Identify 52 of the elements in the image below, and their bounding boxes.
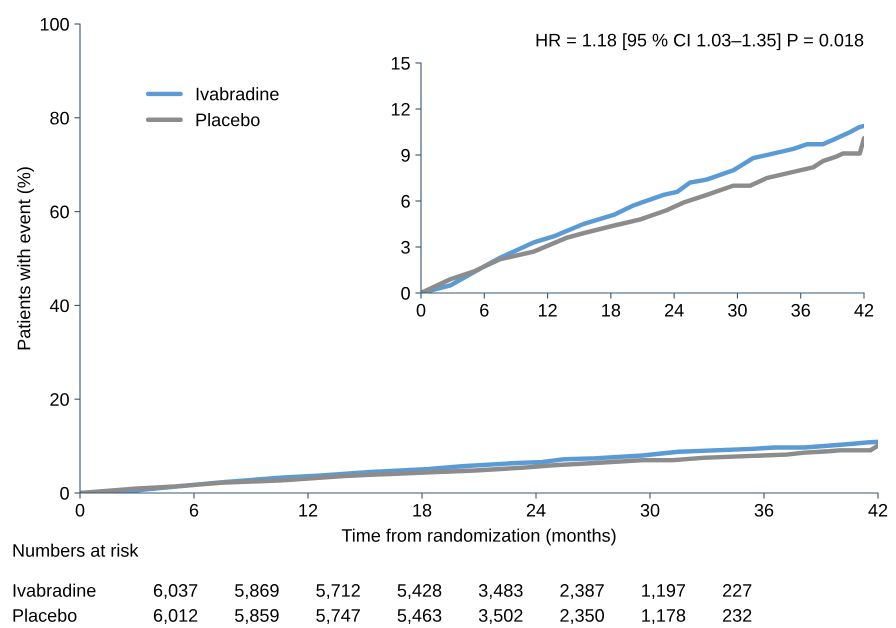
text: 5,747 (316, 609, 360, 624)
x-tick-label: 42 (868, 504, 888, 516)
text: 227 (723, 584, 752, 597)
x-tick-label: 12 (299, 504, 318, 516)
text: Placebo (13, 608, 76, 622)
y-tick-label: 20 (50, 393, 69, 406)
text: 5,712 (316, 584, 360, 599)
x-tick-label: 12 (538, 304, 557, 316)
y-tick-label: 12 (392, 102, 410, 116)
x-tick-label: 36 (754, 504, 774, 517)
x-tick-label: 6 (480, 304, 489, 317)
text: 2,350 (560, 609, 604, 624)
text: 6,012 (154, 609, 198, 624)
x-tick-label: 24 (665, 304, 684, 316)
x-tick-label: 0 (416, 304, 426, 317)
x-tick-label: 24 (526, 504, 546, 516)
legend-label: Placebo (196, 113, 260, 126)
y-tick-label: 100 (40, 18, 69, 31)
x-tick-label: 42 (854, 304, 874, 316)
text: 3,483 (478, 584, 523, 599)
y-tick-label: 15 (392, 57, 410, 70)
x-tick-label: 6 (190, 504, 198, 517)
text: 5,859 (235, 609, 279, 624)
y-tick-label: 3 (401, 240, 410, 254)
text: 5,869 (235, 584, 279, 599)
x-tick-label: 36 (791, 304, 810, 317)
y-tick-label: 0 (401, 286, 410, 300)
x-tick-label: 18 (602, 304, 620, 317)
x-tick-label: 18 (413, 504, 432, 517)
text: Numbers at risk (13, 544, 138, 557)
text: 5,463 (398, 609, 442, 624)
y-tick-label: 0 (60, 486, 69, 500)
y-tick-label: 6 (401, 194, 410, 208)
x-axis-title: Time from randomization (months) (342, 528, 616, 546)
y-axis-title: Patients with event (%) (17, 167, 34, 350)
text: 3,502 (478, 609, 522, 624)
chart-title: HR = 1.18 [95 % CI 1.03–1.35] P = 0.018 (536, 33, 864, 50)
x-tick-label: 0 (76, 504, 84, 517)
y-tick-label: 80 (50, 112, 69, 125)
text: 6,037 (154, 584, 198, 599)
x-tick-label: 30 (640, 504, 660, 517)
y-tick-label: 60 (50, 206, 69, 218)
legend-label: Ivabradine (196, 87, 279, 100)
x-tick-label: 30 (728, 304, 747, 317)
text: 2,387 (560, 584, 604, 599)
text: Ivabradine (14, 584, 96, 597)
y-tick-label: 40 (50, 299, 69, 312)
text: 1,178 (642, 609, 686, 624)
y-tick-label: 9 (401, 148, 410, 162)
text: 5,428 (398, 584, 442, 599)
text: 1,197 (642, 584, 686, 599)
text: 232 (723, 609, 752, 622)
